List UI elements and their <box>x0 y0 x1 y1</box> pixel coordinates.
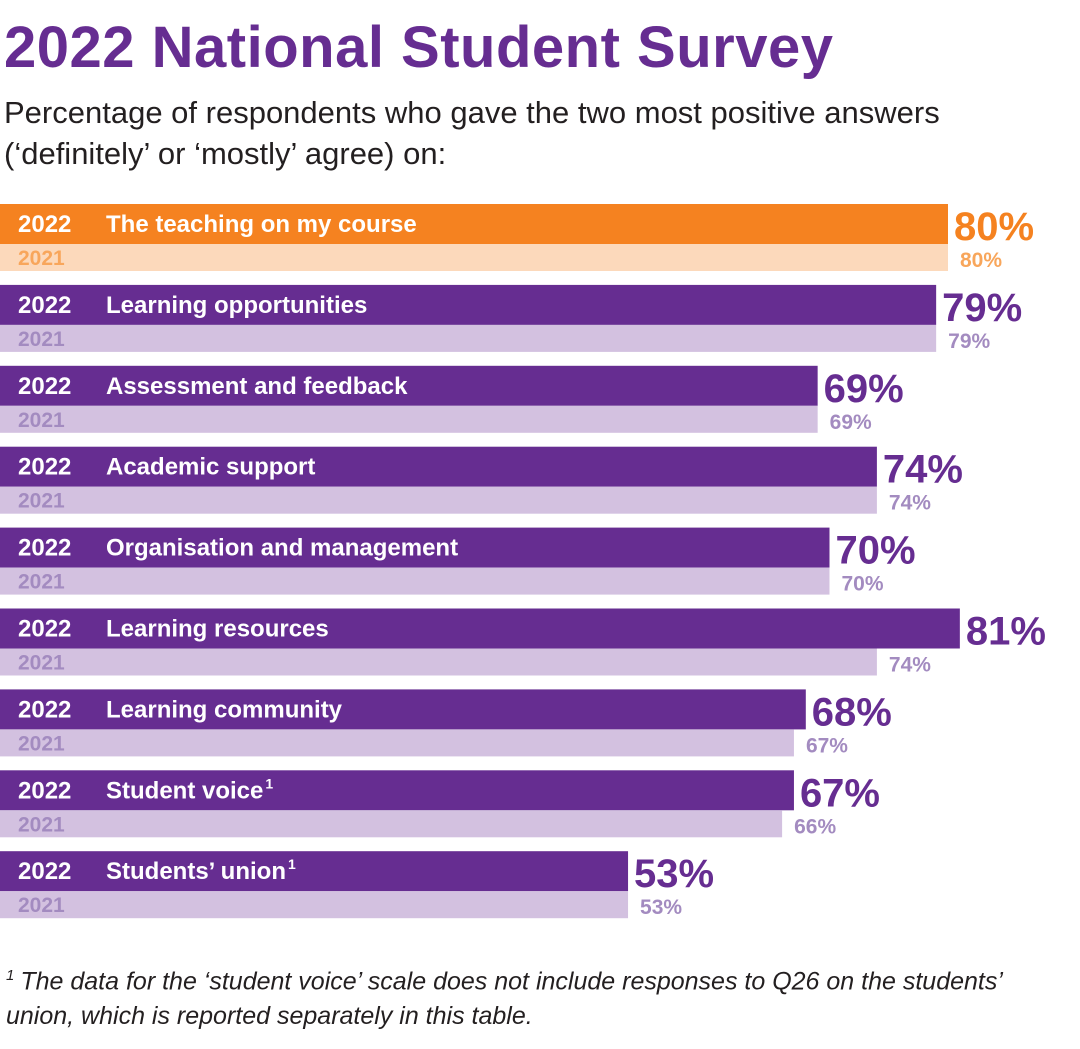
series-label-2021: 2021 <box>18 571 65 594</box>
series-label-2022: 2022 <box>18 616 71 643</box>
category-label: Student voice 1 <box>106 775 273 804</box>
series-label-2022: 2022 <box>18 696 71 723</box>
series-label-2022: 2022 <box>18 373 71 400</box>
series-label-2021: 2021 <box>18 652 65 675</box>
footnote-text: The data for the ‘student voice’ scale d… <box>6 967 1002 1031</box>
footnote-marker: 1 <box>265 775 273 791</box>
category-label: Learning community <box>106 696 343 723</box>
footnote: 1 The data for the ‘student voice’ scale … <box>6 958 1066 1034</box>
series-label-2021: 2021 <box>18 247 65 270</box>
footnote-marker: 1 <box>288 856 296 872</box>
value-label-2022: 70% <box>836 529 916 573</box>
category-label: Academic support <box>106 454 315 481</box>
bar-2022 <box>0 446 877 487</box>
chart-title: 2022 National Student Survey <box>4 15 834 80</box>
series-label-2021: 2021 <box>18 894 65 917</box>
bar-2021 <box>0 810 783 838</box>
category-label: The teaching on my course <box>106 211 417 238</box>
bar-2021 <box>0 324 937 352</box>
bar-2021 <box>0 405 818 433</box>
value-label-2021: 70% <box>842 573 884 596</box>
value-label-2021: 74% <box>889 654 931 677</box>
series-label-2022: 2022 <box>18 858 71 885</box>
bar-2022 <box>0 527 830 568</box>
footnote-marker: 1 <box>6 967 15 984</box>
bar-2022 <box>0 770 794 811</box>
value-label-2021: 53% <box>640 896 682 919</box>
value-label-2022: 69% <box>824 367 904 411</box>
series-label-2021: 2021 <box>18 409 65 432</box>
bar-2022 <box>0 689 806 730</box>
series-label-2021: 2021 <box>18 328 65 351</box>
value-label-2021: 74% <box>889 492 931 515</box>
series-label-2022: 2022 <box>18 535 71 562</box>
series-label-2021: 2021 <box>18 490 65 513</box>
bar-2022 <box>0 365 818 406</box>
bar-2022 <box>0 851 629 892</box>
category-label: Organisation and management <box>106 535 458 562</box>
category-label: Assessment and feedback <box>106 373 408 400</box>
bar-2021 <box>0 729 794 757</box>
bar-2021 <box>0 567 830 595</box>
bar-2021 <box>0 244 948 271</box>
category-label: Learning resources <box>106 616 329 643</box>
value-label-2021: 79% <box>948 330 990 353</box>
value-label-2022: 81% <box>966 610 1046 654</box>
category-label: Learning opportunities <box>106 292 367 319</box>
bar-2022 <box>0 284 937 325</box>
value-label-2022: 74% <box>883 448 963 492</box>
value-label-2022: 79% <box>942 286 1022 330</box>
series-label-2022: 2022 <box>18 211 71 238</box>
bar-2021 <box>0 486 877 514</box>
chart-subtitle: Percentage of respondents who gave the t… <box>4 95 940 171</box>
series-label-2022: 2022 <box>18 454 71 481</box>
category-label: Students’ union 1 <box>106 856 296 885</box>
value-label-2021: 69% <box>830 411 872 434</box>
value-label-2022: 68% <box>812 690 892 734</box>
bar-chart: 2022 The teaching on my course 2021 80%80% 2… <box>0 204 1046 919</box>
value-label-2022: 67% <box>800 771 880 815</box>
value-label-2022: 53% <box>634 852 714 896</box>
bar-2021 <box>0 648 877 676</box>
bar-2021 <box>0 891 629 919</box>
series-label-2022: 2022 <box>18 292 71 319</box>
value-label-2021: 66% <box>794 815 836 838</box>
series-label-2022: 2022 <box>18 777 71 804</box>
value-label-2021: 67% <box>806 734 848 757</box>
bar-2022 <box>0 204 948 244</box>
bar-2022 <box>0 608 960 649</box>
value-label-2022: 80% <box>954 205 1034 249</box>
series-label-2021: 2021 <box>18 732 65 755</box>
value-label-2021: 80% <box>960 249 1002 272</box>
series-label-2021: 2021 <box>18 813 65 836</box>
